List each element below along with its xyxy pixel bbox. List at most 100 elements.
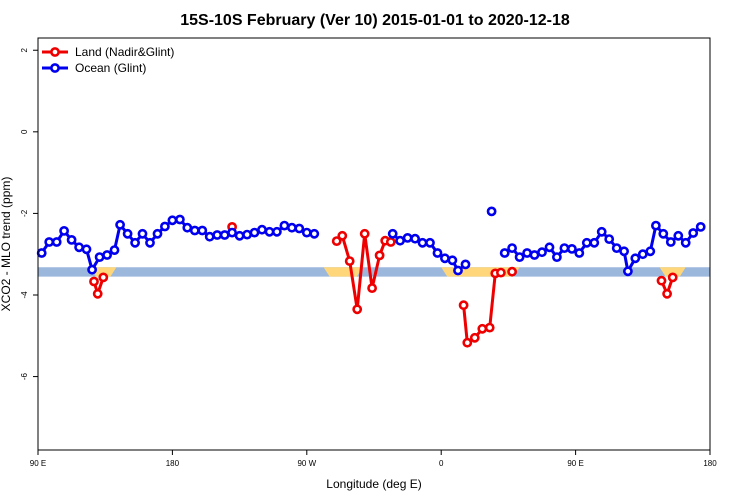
data-point (286, 222, 297, 233)
data-point (182, 222, 193, 233)
data-point (145, 237, 155, 248)
legend-marker (50, 47, 60, 57)
data-point (109, 245, 120, 255)
y-tick-label: 2 (20, 47, 29, 52)
data-point (432, 248, 443, 258)
data-point (486, 206, 497, 217)
data-point (673, 230, 684, 241)
data-point (581, 237, 592, 248)
legend: Land (Nadir&Glint) Ocean (Glint) (42, 45, 174, 75)
data-point (51, 237, 62, 247)
data-point (656, 275, 667, 286)
data-point (574, 248, 585, 258)
ocean-series (36, 206, 706, 277)
y-tick-label: -2 (20, 209, 29, 217)
data-point (102, 250, 112, 260)
data-point (367, 283, 377, 293)
data-point (460, 259, 471, 270)
y-tick-label: -6 (20, 372, 29, 380)
data-point (596, 226, 607, 237)
data-point (271, 226, 282, 237)
data-point (589, 237, 600, 248)
data-point (651, 220, 661, 231)
data-point (44, 237, 55, 247)
data-point (499, 248, 510, 258)
data-point (507, 266, 517, 277)
data-point (680, 237, 691, 248)
data-point (484, 322, 495, 333)
data-point (204, 231, 215, 242)
data-point (385, 237, 396, 247)
data-point (94, 252, 105, 262)
data-point (387, 228, 398, 239)
data-point (227, 227, 237, 238)
data-point (688, 228, 699, 238)
data-point (92, 288, 103, 299)
data-point (189, 225, 200, 236)
data-point (425, 237, 435, 248)
data-point (395, 235, 405, 246)
data-point (89, 276, 99, 287)
data-point (604, 234, 615, 244)
data-point (637, 249, 648, 260)
data-point (36, 248, 47, 258)
data-point (352, 304, 363, 315)
data-point (462, 337, 473, 348)
legend-label: Land (Nadir&Glint) (75, 45, 174, 59)
data-point (619, 246, 629, 257)
data-point (402, 232, 413, 243)
legend-label: Ocean (Glint) (75, 61, 146, 75)
data-point (477, 323, 488, 334)
data-point (212, 230, 223, 240)
data-point (665, 237, 676, 247)
chart-title: 15S-10S February (Ver 10) 2015-01-01 to … (180, 12, 570, 29)
data-point (537, 247, 547, 258)
plot-frame (37, 37, 711, 451)
y-tick-label: 0 (20, 129, 29, 134)
y-axis-ticks: 2 0 -2 -4 -6 (20, 47, 38, 380)
data-point (81, 244, 92, 255)
x-tick-label: 180 (166, 459, 180, 468)
data-point (257, 224, 267, 235)
data-point (137, 228, 148, 239)
x-tick-label: 180 (703, 459, 717, 468)
data-point (309, 228, 320, 239)
data-point (122, 228, 133, 239)
data-point (667, 272, 678, 283)
data-point (453, 265, 463, 276)
ocean-band (38, 267, 710, 277)
data-point (658, 228, 669, 239)
y-axis-label: XCO2 - MLO trend (ppm) (0, 177, 13, 312)
data-point (439, 253, 450, 264)
data-point (469, 332, 480, 343)
data-point (197, 225, 208, 236)
data-point (331, 236, 342, 246)
x-tick-label: 90 W (297, 459, 316, 468)
data-point (410, 233, 420, 244)
data-point (662, 288, 672, 299)
data-point (234, 230, 245, 241)
data-point (115, 219, 125, 230)
data-point (74, 242, 84, 253)
x-tick-label: 90 E (567, 459, 583, 468)
data-point (167, 215, 178, 226)
data-point (249, 227, 260, 238)
legend-marker (50, 63, 60, 73)
data-point (98, 272, 109, 283)
x-tick-label: 90 E (30, 459, 46, 468)
data-point (242, 229, 252, 240)
data-point (611, 243, 622, 253)
data-point (645, 246, 656, 257)
data-point (559, 243, 570, 253)
data-point (301, 227, 312, 238)
data-point (630, 253, 641, 264)
data-point (495, 267, 506, 278)
data-point (130, 237, 140, 248)
data-point (59, 225, 69, 236)
data-point (294, 223, 305, 234)
data-point (159, 221, 170, 232)
data-point (66, 234, 77, 245)
data-point (567, 243, 577, 254)
data-point (623, 266, 633, 277)
data-point (417, 237, 428, 248)
